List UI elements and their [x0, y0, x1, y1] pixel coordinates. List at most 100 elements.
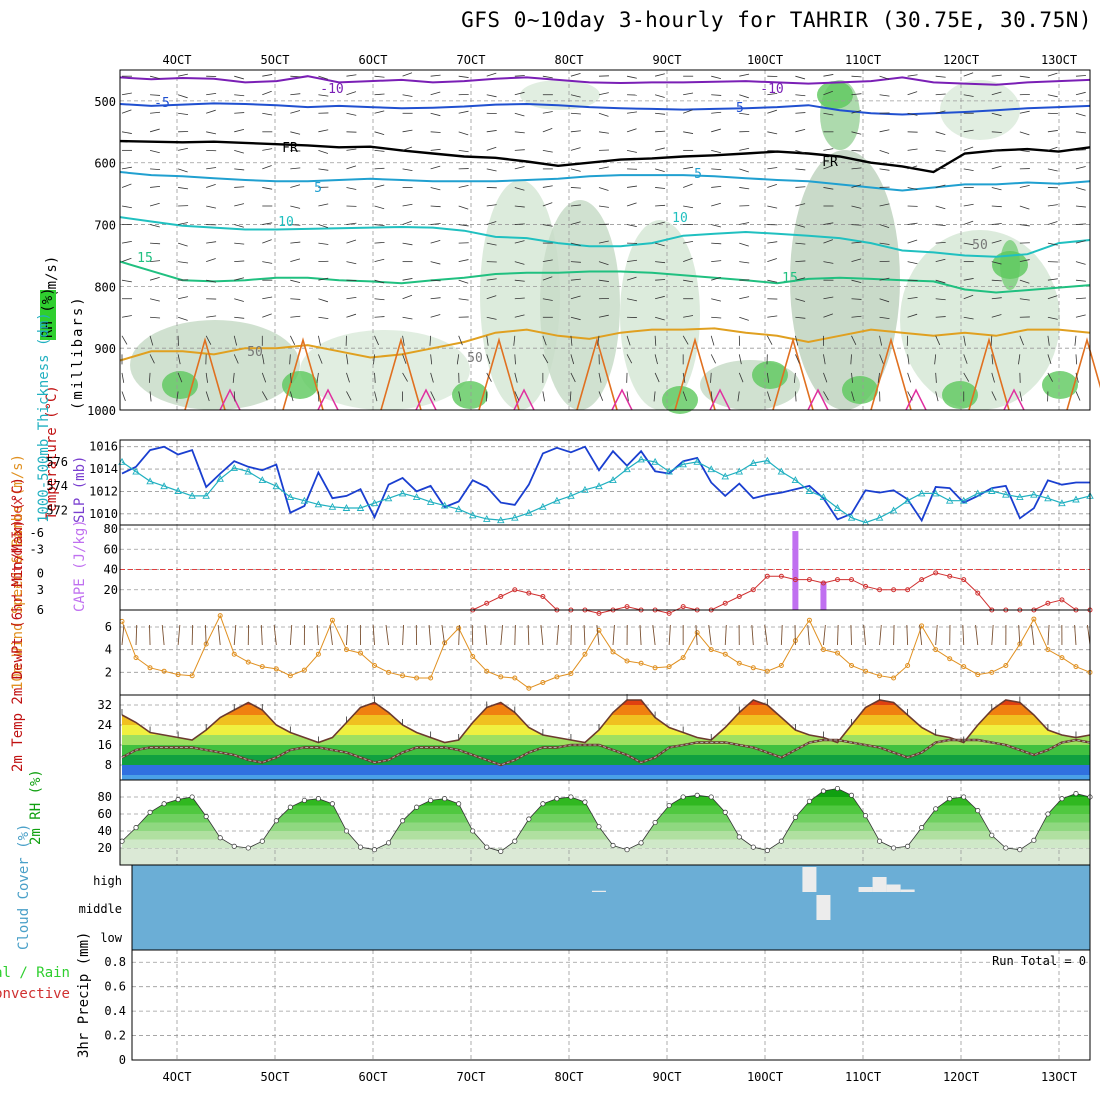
isotherm-30	[611, 388, 633, 411]
cloud-layer-label: middle	[79, 902, 122, 916]
wind-barb	[626, 128, 637, 133]
wind-barb	[262, 74, 273, 77]
thickness-point	[819, 493, 828, 501]
wind-barb	[907, 354, 910, 365]
wind-barb	[991, 165, 1002, 170]
wind-barb	[374, 75, 385, 78]
wind-speed-point	[610, 649, 616, 655]
wind-barb	[374, 372, 376, 383]
wind-barb	[262, 261, 273, 264]
wind-barb	[458, 184, 469, 188]
lifted-index-point	[484, 600, 490, 606]
wind-barb	[654, 335, 657, 346]
wind-barb	[430, 148, 441, 151]
wind-barb	[430, 297, 441, 300]
wind-barb	[374, 298, 385, 301]
run-total-label: Run Total = 0	[992, 954, 1086, 968]
thickness-point	[651, 457, 659, 465]
wind-barb	[963, 242, 974, 246]
lifted-index-point	[933, 570, 939, 576]
wind-barb	[542, 75, 553, 79]
wind-barb	[273, 624, 277, 646]
rh-point	[1031, 837, 1037, 843]
wind-barb	[177, 372, 183, 383]
wind-barb	[1019, 259, 1030, 263]
wind-barb	[290, 167, 301, 170]
isotherm-25	[478, 337, 520, 411]
wind-barb	[695, 624, 698, 646]
isotherm-10	[119, 216, 1091, 258]
wind-speed-point	[764, 668, 770, 674]
rh-point	[947, 796, 953, 802]
wind-speed-point	[343, 647, 349, 653]
thickness-point	[440, 501, 449, 509]
wind-barb	[907, 187, 918, 190]
wind-barb	[795, 298, 806, 302]
wind-barb	[540, 624, 544, 646]
wind-speed-point	[834, 650, 840, 656]
wind-barb	[935, 205, 946, 210]
wind-barb	[963, 94, 974, 97]
wind-barb	[374, 279, 385, 284]
wind-barb	[683, 92, 694, 96]
wind-barb	[851, 131, 862, 135]
wind-barb	[569, 391, 572, 402]
wind-barb	[1075, 391, 1081, 401]
wind-barb	[1047, 94, 1058, 98]
wind-barb	[261, 372, 267, 383]
x-tick-label-top: 6OCT	[359, 53, 388, 67]
rh-shading	[790, 150, 900, 410]
wind-barb	[751, 624, 754, 646]
lifted-index-point	[1059, 597, 1065, 603]
x-tick-label-top: 10OCT	[747, 53, 783, 67]
rh-legend: RH (%)	[40, 287, 56, 338]
wind-barb	[373, 354, 375, 365]
isotherm-25	[968, 337, 1010, 411]
wind-barb	[1047, 168, 1058, 172]
wind-barb	[655, 261, 666, 264]
rh-high-shading	[162, 371, 198, 399]
rh-band	[122, 805, 1090, 814]
wind-barb	[149, 202, 160, 207]
rh-high-shading	[452, 381, 488, 409]
wind-barb	[708, 624, 712, 646]
wind-barb	[206, 241, 217, 244]
wind-barb	[402, 335, 405, 346]
cape-tick-label: 20	[104, 583, 118, 597]
wind-barb	[430, 261, 441, 265]
isotherm-25	[674, 337, 716, 411]
wind-barb	[346, 372, 350, 383]
wind-barb	[1019, 391, 1023, 402]
wind-barb	[178, 187, 189, 190]
wind-barb	[290, 279, 301, 283]
wind-barb	[262, 239, 272, 244]
wind-barb	[934, 354, 937, 365]
wind-barb	[542, 128, 553, 133]
wind-barb	[205, 335, 212, 345]
thickness-point	[637, 455, 645, 463]
wind-barb	[598, 279, 609, 282]
thickness-tick-label: 576	[46, 455, 68, 469]
rh-point	[301, 797, 307, 803]
wind-barb	[1075, 91, 1086, 96]
wind-barb	[1031, 624, 1035, 646]
lifted-index-point	[512, 587, 518, 593]
isotherm-25	[772, 337, 814, 411]
wind-speed-point	[231, 651, 237, 657]
wind-barb	[430, 279, 441, 282]
isotherm-label: 50	[467, 351, 483, 366]
isotherm-label: -10	[760, 82, 783, 97]
wind-barb	[654, 168, 665, 173]
lifted-index-point	[792, 577, 798, 583]
isotherm-15	[119, 260, 1091, 294]
wind-speed-point	[778, 663, 784, 669]
wind-barb	[823, 261, 834, 264]
wind-barb	[654, 372, 660, 383]
wind-barb	[1019, 279, 1030, 284]
rh-tick-label: 60	[98, 807, 112, 821]
rh-point	[526, 816, 532, 822]
wind-barb	[851, 391, 855, 402]
wind-barb	[935, 258, 946, 263]
rh-band	[122, 822, 1090, 831]
wind-barb	[1019, 224, 1030, 227]
